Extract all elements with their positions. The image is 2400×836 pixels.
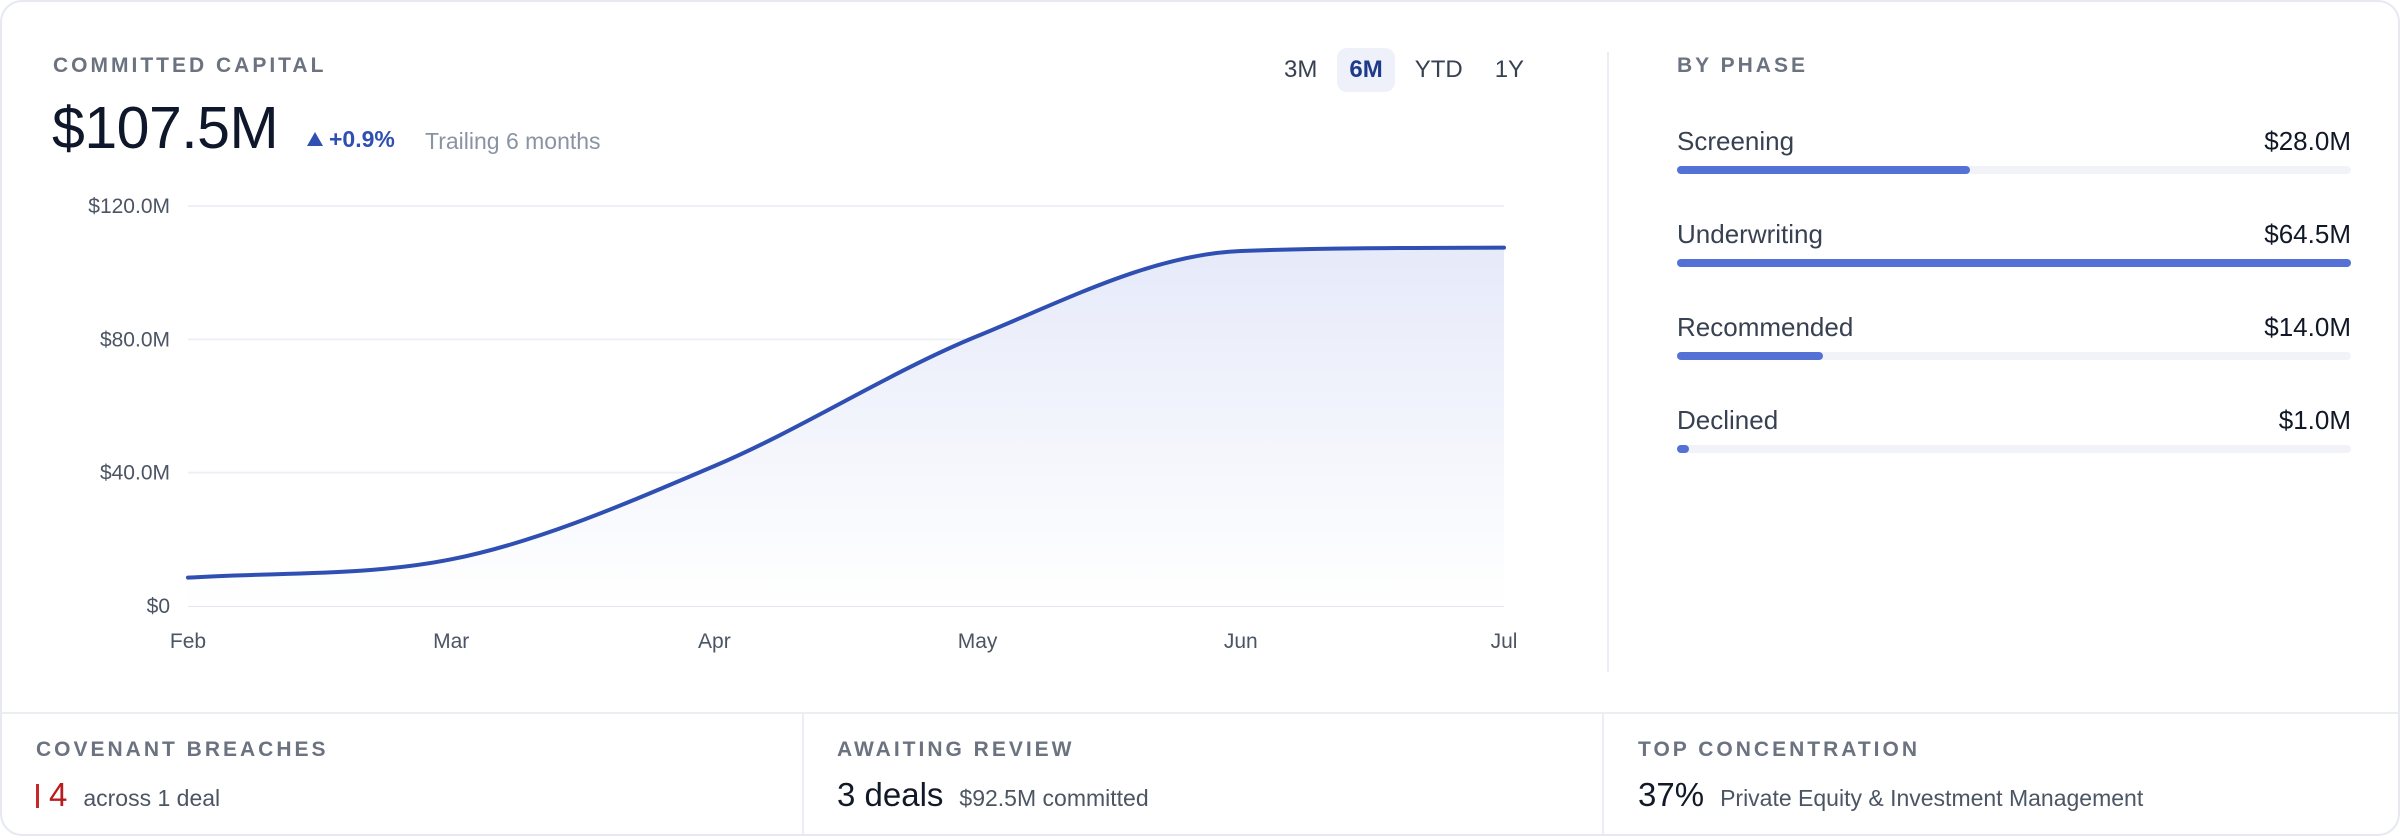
committed-capital-chart: $0 $40.0M $80.0M $120.0M Feb Mar Apr May Jun Jul xyxy=(88,195,1518,653)
kpi-covenant-breaches[interactable]: COVENANT BREACHES 4 across 1 deal xyxy=(36,714,796,834)
phase-label: Underwriting xyxy=(1677,219,1823,249)
phase-bar xyxy=(1677,166,1970,174)
phase-label: Recommended xyxy=(1677,312,1854,342)
kpi-separator xyxy=(1602,714,1604,834)
phase-row-recommended: Recommended $14.0M xyxy=(1677,308,2351,401)
kpi-top-concentration[interactable]: TOP CONCENTRATION 37% Private Equity & I… xyxy=(1638,714,2378,834)
kpi-detail: across 1 deal xyxy=(83,785,221,811)
kpi-value-line: 37% Private Equity & Investment Manageme… xyxy=(1638,776,2143,814)
kpi-divider xyxy=(2,712,2398,714)
tab-1y[interactable]: 1Y xyxy=(1494,56,1525,83)
kpi-separator xyxy=(802,714,804,834)
y-tick-label: $0 xyxy=(147,595,170,618)
x-tick-label: Jul xyxy=(1491,630,1518,653)
phase-row-declined: Declined $1.0M xyxy=(1677,401,2351,494)
phase-bar xyxy=(1677,445,1690,453)
phase-row-screening: Screening $28.0M xyxy=(1677,122,2351,215)
trend-up-icon xyxy=(307,132,323,146)
phase-value: $1.0M xyxy=(2278,405,2351,435)
kpi-number: 4 xyxy=(49,776,68,813)
kpi-value: 3 deals xyxy=(837,776,944,813)
period-label: Trailing 6 months xyxy=(425,128,601,154)
range-tabs: 3M 6M YTD 1Y xyxy=(1272,48,1536,92)
x-tick-label: Jun xyxy=(1224,630,1258,653)
alert-marker-icon xyxy=(36,784,39,808)
y-tick-label: $40.0M xyxy=(100,462,170,485)
tab-3m[interactable]: 3M xyxy=(1284,56,1318,83)
kpi-detail: $92.5M committed xyxy=(959,785,1149,811)
phase-track xyxy=(1677,445,2351,453)
phase-track xyxy=(1677,166,2351,174)
kpi-awaiting-review[interactable]: AWAITING REVIEW 3 deals $92.5M committed xyxy=(837,714,1597,834)
kpi-title: AWAITING REVIEW xyxy=(837,738,1075,761)
kpi-value-line: 4 across 1 deal xyxy=(36,776,220,814)
panel-divider xyxy=(1607,52,1609,672)
phase-track xyxy=(1677,259,2351,267)
tab-ytd[interactable]: YTD xyxy=(1414,56,1463,83)
committed-capital-value: $107.5M xyxy=(52,95,279,161)
series-line xyxy=(186,245,1506,580)
kpi-value-line: 3 deals $92.5M committed xyxy=(837,776,1149,814)
committed-capital-title: COMMITTED CAPITAL xyxy=(53,54,327,77)
phase-value: $14.0M xyxy=(2264,312,2351,342)
x-tick-label: Apr xyxy=(698,630,731,653)
phase-value: $64.5M xyxy=(2264,219,2351,249)
kpi-title: TOP CONCENTRATION xyxy=(1638,738,1921,761)
tab-6m[interactable]: 6M xyxy=(1337,48,1395,92)
x-tick-label: Feb xyxy=(170,630,206,653)
phase-list: Screening $28.0M Underwriting $64.5M Rec… xyxy=(1677,122,2351,494)
phase-track xyxy=(1677,352,2351,360)
y-tick-label: $120.0M xyxy=(88,195,170,218)
phase-label: Screening xyxy=(1677,126,1795,156)
kpi-value: 37% xyxy=(1638,776,1705,813)
phase-bar xyxy=(1677,352,1824,360)
kpi-detail: Private Equity & Investment Management xyxy=(1720,785,2144,811)
phase-bar xyxy=(1677,259,2351,267)
kpi-value: 4 xyxy=(36,776,67,814)
y-tick-label: $80.0M xyxy=(100,328,170,351)
by-phase-title: BY PHASE xyxy=(1677,54,1808,77)
x-tick-label: May xyxy=(958,630,998,653)
phase-row-underwriting: Underwriting $64.5M xyxy=(1677,215,2351,308)
delta-badge: +0.9% xyxy=(307,126,395,153)
phase-label: Declined xyxy=(1677,405,1779,435)
x-tick-label: Mar xyxy=(433,630,469,653)
delta-value: +0.9% xyxy=(329,126,395,152)
phase-value: $28.0M xyxy=(2264,126,2351,156)
series-area xyxy=(188,247,1504,606)
kpi-title: COVENANT BREACHES xyxy=(36,738,329,761)
